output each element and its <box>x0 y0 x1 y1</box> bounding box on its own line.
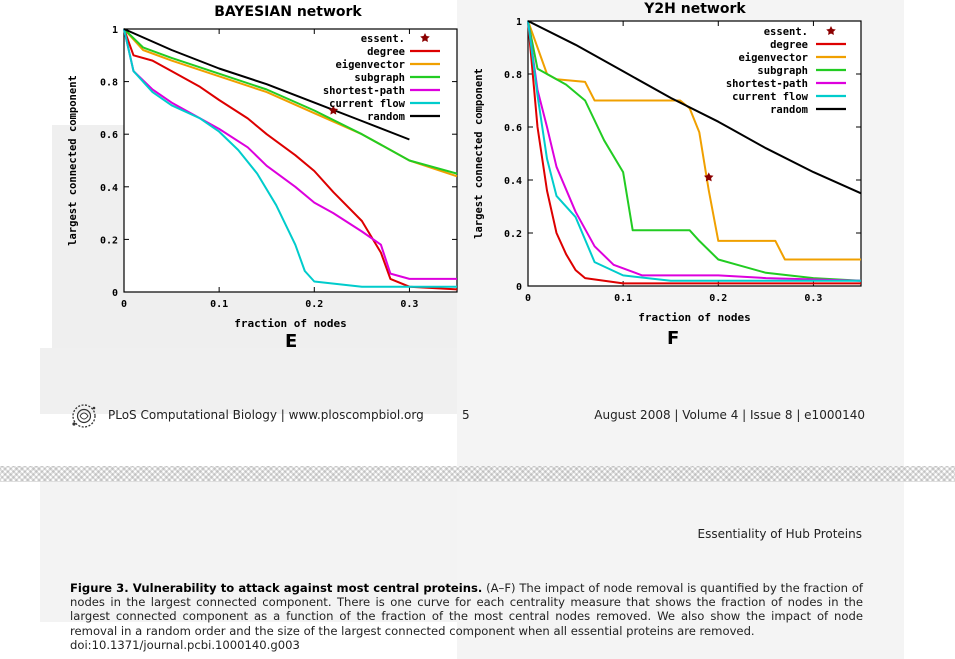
series-line-random <box>123 28 410 141</box>
y-tick-label: 0.2 <box>504 229 522 240</box>
series-line-shortest-path <box>123 28 457 280</box>
x-axis-label: fraction of nodes <box>234 317 347 330</box>
chart-panel-f: Y2H network 0 0.1 0.2 0.3 0 0.2 0.4 0.6 0.8 1 fract… <box>473 1 862 324</box>
legend-label-subgraph: subgraph <box>354 72 405 84</box>
y-tick-label: 0.6 <box>100 130 118 141</box>
y-tick-label: 0.8 <box>504 70 522 81</box>
legend-label-eigenvector: eigenvector <box>335 59 405 71</box>
y-tick-label: 0.4 <box>504 176 522 187</box>
chart-panel-e: BAYESIAN network 0 0.1 0.2 0.3 0 0.2 0.4 0.6 0.8 1… <box>67 4 458 330</box>
page-break-divider <box>0 466 955 482</box>
issue-info: August 2008 | Volume 4 | Issue 8 | e1000… <box>594 408 865 422</box>
plot-area <box>123 28 458 293</box>
journal-name: PLoS Computational Biology | www.ploscom… <box>108 408 424 422</box>
x-tick-label: 0.1 <box>210 299 228 310</box>
x-tick-label: 0 <box>121 299 127 310</box>
y-tick-label: 0 <box>112 288 118 299</box>
series-line-current-flow <box>527 20 861 282</box>
x-tick-label: 0.2 <box>305 299 323 310</box>
figure-caption: Figure 3. Vulnerability to attack agains… <box>70 581 863 652</box>
panel-letter-f: F <box>667 328 680 349</box>
y-tick-label: 0.6 <box>504 123 522 134</box>
legend-essent-marker-icon <box>420 33 430 42</box>
y-tick-label: 0.8 <box>100 78 118 89</box>
legend-label-eigenvector: eigenvector <box>738 52 808 64</box>
y-tick-label: 1 <box>112 25 118 36</box>
chart-title: Y2H network <box>643 1 746 17</box>
running-head: Essentiality of Hub Proteins <box>697 527 862 541</box>
series-line-current-flow <box>123 28 457 288</box>
chart-title: BAYESIAN network <box>214 4 362 20</box>
x-tick-label: 0.3 <box>804 293 822 304</box>
caption-title: Figure 3. Vulnerability to attack agains… <box>70 581 483 595</box>
x-tick-label: 0.1 <box>614 293 632 304</box>
legend-label-shortest-path: shortest-path <box>323 85 405 97</box>
legend-label-degree: degree <box>770 39 808 51</box>
series-line-degree <box>123 28 458 291</box>
y-tick-label: 0.2 <box>100 235 118 246</box>
legend-label-random: random <box>770 104 808 116</box>
series-line-subgraph <box>123 28 458 175</box>
series-line-degree <box>527 20 861 285</box>
legend-label-random: random <box>367 111 405 123</box>
legend-label-current-flow: current flow <box>329 98 406 110</box>
panel-letter-e: E <box>285 331 298 352</box>
caption-doi: doi:10.1371/journal.pcbi.1000140.g003 <box>70 637 300 652</box>
series-line-random <box>527 20 862 195</box>
x-tick-label: 0.3 <box>400 299 418 310</box>
legend-label-essent: essent. <box>764 26 808 38</box>
background-panel-lower <box>40 482 465 622</box>
x-tick-label: 0 <box>525 293 531 304</box>
x-tick-label: 0.2 <box>709 293 727 304</box>
legend-label-essent: essent. <box>361 33 405 45</box>
essent-marker-icon <box>704 172 714 182</box>
legend-label-shortest-path: shortest-path <box>726 78 808 90</box>
essent-marker-icon <box>328 105 339 115</box>
legend-essent-marker-icon <box>826 26 836 35</box>
y-axis-label: largest connected component <box>67 75 79 246</box>
plot-area <box>527 20 862 287</box>
series-line-shortest-path <box>527 20 862 282</box>
x-axis-label: fraction of nodes <box>638 311 751 324</box>
y-tick-label: 0.4 <box>100 183 118 194</box>
series-line-subgraph <box>527 20 862 282</box>
y-tick-label: 0 <box>516 282 522 293</box>
legend-label-current-flow: current flow <box>732 91 809 103</box>
y-tick-label: 1 <box>516 17 522 28</box>
legend-label-degree: degree <box>367 46 405 58</box>
legend-label-subgraph: subgraph <box>757 65 808 77</box>
page-number: 5 <box>462 408 470 422</box>
y-axis-label: largest connected component <box>473 68 485 239</box>
background-panel-band <box>40 348 465 414</box>
caption-body: (A–F) The impact of node removal is quan… <box>70 581 863 638</box>
page-footer: PLoS Computational Biology | www.ploscom… <box>70 400 865 430</box>
plos-logo-icon <box>70 402 98 433</box>
